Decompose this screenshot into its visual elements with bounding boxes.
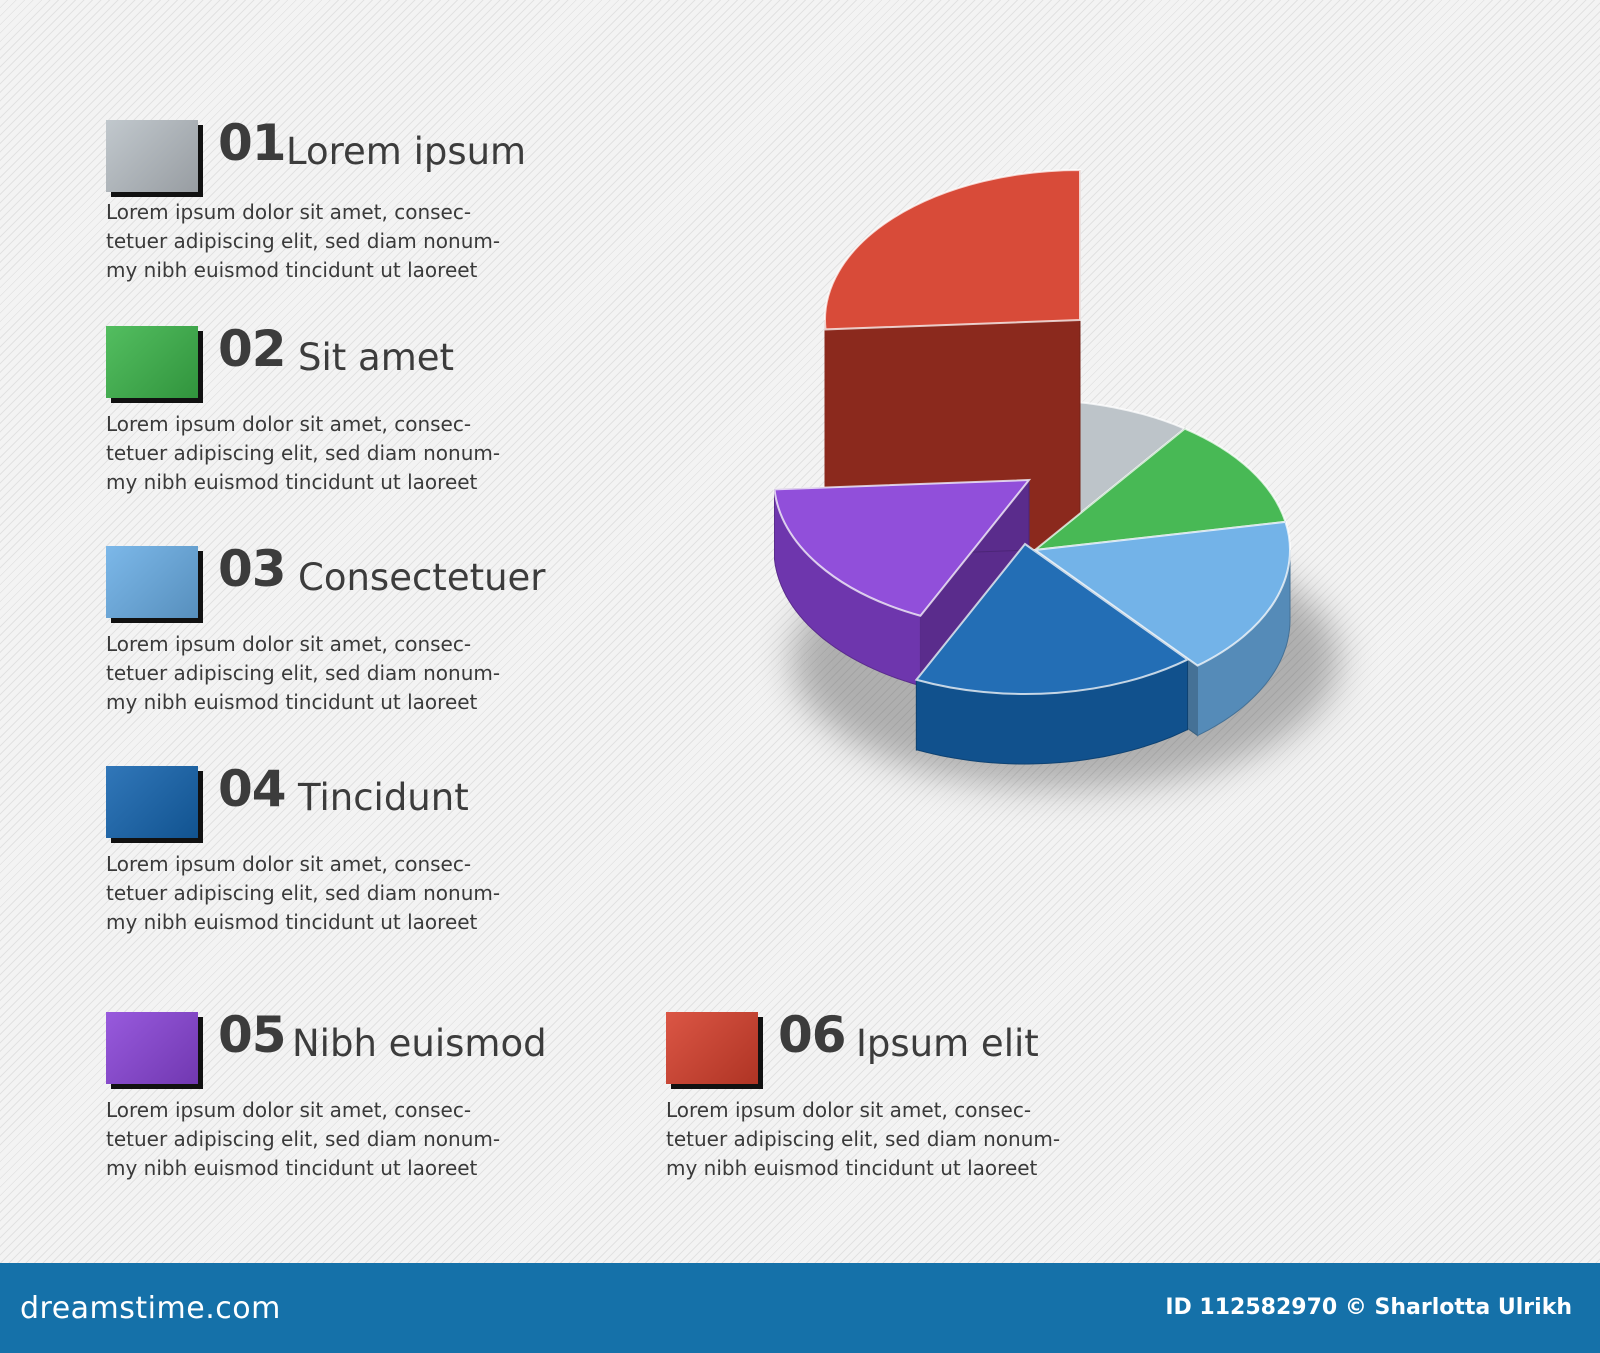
- legend-description-line: my nibh euismod tincidunt ut laoreet: [106, 1156, 478, 1180]
- legend-description-line: tetuer adipiscing elit, sed diam nonum-: [106, 441, 501, 465]
- legend-description-line: my nibh euismod tincidunt ut laoreet: [666, 1156, 1038, 1180]
- legend-swatch: [106, 766, 198, 838]
- legend-number: 05: [218, 1006, 287, 1064]
- legend-title: Sit amet: [298, 336, 455, 379]
- legend-description-line: tetuer adipiscing elit, sed diam nonum-: [106, 229, 501, 253]
- legend-title: Consectetuer: [298, 556, 546, 599]
- legend-description: Lorem ipsum dolor sit amet, consec- tetu…: [106, 198, 626, 285]
- legend-item-02: 02 Sit amet Lorem ipsum dolor sit amet, …: [106, 320, 626, 526]
- legend-swatch: [106, 326, 198, 398]
- legend-description-line: tetuer adipiscing elit, sed diam nonum-: [666, 1127, 1061, 1151]
- legend-title: Ipsum elit: [856, 1022, 1039, 1065]
- legend-description-line: Lorem ipsum dolor sit amet, consec-: [106, 412, 472, 436]
- legend-swatch: [106, 1012, 198, 1084]
- legend-number: 03: [218, 540, 287, 598]
- legend-description-line: Lorem ipsum dolor sit amet, consec-: [106, 1098, 472, 1122]
- legend-title: Tincidunt: [298, 776, 469, 819]
- legend-description: Lorem ipsum dolor sit amet, consec- tetu…: [106, 1096, 626, 1183]
- legend-item-04: 04 Tincidunt Lorem ipsum dolor sit amet,…: [106, 760, 626, 966]
- footer-credit: ID 112582970 © Sharlotta Ulrikh: [1165, 1295, 1572, 1320]
- legend-description: Lorem ipsum dolor sit amet, consec- tetu…: [106, 630, 626, 717]
- legend-description-line: tetuer adipiscing elit, sed diam nonum-: [106, 1127, 501, 1151]
- legend-description: Lorem ipsum dolor sit amet, consec- tetu…: [666, 1096, 1186, 1183]
- legend-description-line: tetuer adipiscing elit, sed diam nonum-: [106, 661, 501, 685]
- legend-item-01: 01 Lorem ipsum Lorem ipsum dolor sit ame…: [106, 114, 626, 320]
- footer-brand[interactable]: dreamstime.com: [20, 1291, 281, 1326]
- legend-number: 01: [218, 114, 287, 172]
- legend-description-line: my nibh euismod tincidunt ut laoreet: [106, 258, 478, 282]
- legend-item-06: 06 Ipsum elit Lorem ipsum dolor sit amet…: [666, 1006, 1186, 1212]
- legend-title: Lorem ipsum: [286, 130, 527, 173]
- legend-description-line: Lorem ipsum dolor sit amet, consec-: [106, 200, 472, 224]
- legend-number: 06: [778, 1006, 847, 1064]
- legend-description: Lorem ipsum dolor sit amet, consec- tetu…: [106, 850, 626, 937]
- legend-description-line: Lorem ipsum dolor sit amet, consec-: [106, 852, 472, 876]
- legend-description-line: Lorem ipsum dolor sit amet, consec-: [106, 632, 472, 656]
- footer-bar: dreamstime.com ID 112582970 © Sharlotta …: [0, 1263, 1600, 1353]
- pie-slice-tincidunt: [914, 542, 1190, 765]
- legend-swatch: [106, 546, 198, 618]
- legend-item-03: 03 Consectetuer Lorem ipsum dolor sit am…: [106, 540, 626, 746]
- legend-description-line: my nibh euismod tincidunt ut laoreet: [106, 470, 478, 494]
- pie-chart: [773, 168, 1340, 790]
- legend-title: Nibh euismod: [292, 1022, 547, 1065]
- legend-description-line: my nibh euismod tincidunt ut laoreet: [106, 910, 478, 934]
- legend-description-line: tetuer adipiscing elit, sed diam nonum-: [106, 881, 501, 905]
- legend-swatch: [666, 1012, 758, 1084]
- legend-number: 04: [218, 760, 287, 818]
- legend-description-line: Lorem ipsum dolor sit amet, consec-: [666, 1098, 1032, 1122]
- legend-number: 02: [218, 320, 287, 378]
- legend-item-05: 05 Nibh euismod Lorem ipsum dolor sit am…: [106, 1006, 626, 1212]
- legend-description-line: my nibh euismod tincidunt ut laoreet: [106, 690, 478, 714]
- legend-swatch: [106, 120, 198, 192]
- legend-description: Lorem ipsum dolor sit amet, consec- tetu…: [106, 410, 626, 497]
- pie-slice-nibh-euismod: [773, 478, 1032, 688]
